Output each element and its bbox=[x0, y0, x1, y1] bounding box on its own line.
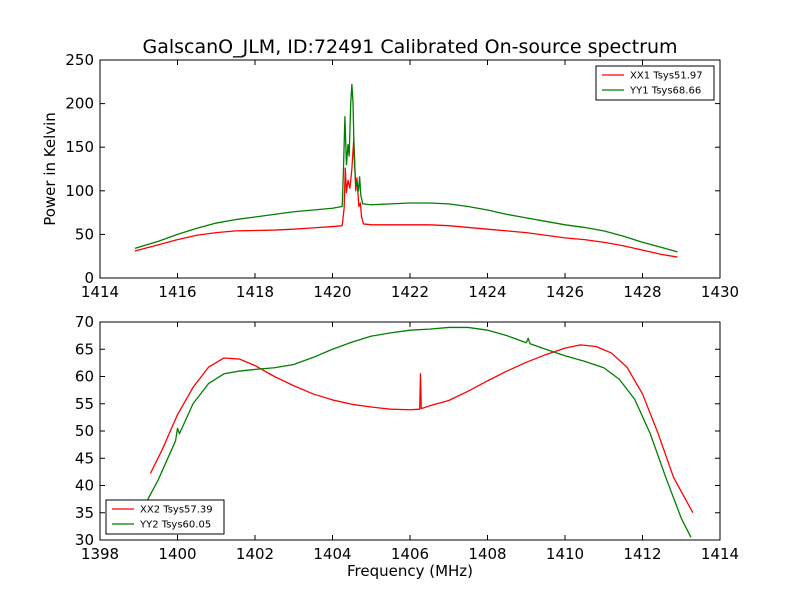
bottom-series-line-2 bbox=[145, 326, 692, 538]
top-y-tick-label: 200 bbox=[65, 95, 94, 113]
bottom-y-tick-label: 45 bbox=[75, 449, 94, 467]
bottom-x-tick-label: 1398 bbox=[81, 545, 119, 563]
top-series-line-2 bbox=[134, 83, 678, 253]
top-y-tick-label: 50 bbox=[75, 225, 94, 243]
top-y-tick-label: 0 bbox=[84, 269, 94, 287]
bottom-x-tick-label: 1404 bbox=[313, 545, 351, 563]
top-panel: 1414 1416 1418 1420 1422 1424 1426 1428 1430 0 50 1… bbox=[41, 51, 739, 301]
top-legend-label-1: XX1 Tsys51.97 bbox=[630, 71, 703, 82]
bottom-y-tick-label: 50 bbox=[75, 422, 94, 440]
top-y-tick-label: 150 bbox=[65, 138, 94, 156]
bottom-legend-label-1: XX2 Tsys57.39 bbox=[140, 505, 213, 516]
chart-title: GalscanO_JLM, ID:72491 Calibrated On-sou… bbox=[142, 36, 677, 58]
bottom-x-tick-label: 1414 bbox=[701, 545, 739, 563]
top-legend-box bbox=[595, 65, 715, 101]
bottom-y-tick-label: 65 bbox=[75, 340, 94, 358]
top-x-tick-label: 1430 bbox=[701, 283, 739, 301]
top-x-tick-label: 1416 bbox=[158, 283, 196, 301]
bottom-x-tick-label: 1400 bbox=[158, 545, 196, 563]
bottom-y-tick-label: 60 bbox=[75, 368, 94, 386]
top-x-tick-label: 1428 bbox=[623, 283, 661, 301]
bottom-legend-box bbox=[105, 499, 225, 535]
top-y-tick-label: 100 bbox=[65, 182, 94, 200]
top-x-tick-label: 1420 bbox=[313, 283, 351, 301]
bottom-y-tick-label: 40 bbox=[75, 477, 94, 495]
bottom-x-tick-label: 1408 bbox=[468, 545, 506, 563]
bottom-x-tick-label: 1410 bbox=[546, 545, 584, 563]
top-legend: XX1 Tsys51.97 YY1 Tsys68.66 bbox=[595, 65, 715, 101]
bottom-y-tick-label: 70 bbox=[75, 313, 94, 331]
top-x-tick-label: 1414 bbox=[81, 283, 119, 301]
bottom-x-tick-label: 1412 bbox=[623, 545, 661, 563]
top-series-line-1 bbox=[134, 137, 678, 258]
top-x-tick-label: 1418 bbox=[236, 283, 274, 301]
bottom-x-tick-label: 1402 bbox=[236, 545, 274, 563]
bottom-y-tick-label: 55 bbox=[75, 395, 94, 413]
bottom-y-tick-label: 35 bbox=[75, 504, 94, 522]
bottom-series-line-1 bbox=[149, 344, 694, 514]
top-legend-label-2: YY1 Tsys68.66 bbox=[629, 86, 701, 97]
top-y-axis-label: Power in Kelvin bbox=[41, 112, 59, 226]
bottom-panel: 1398 1400 1402 1404 1406 1408 1410 1412 1414 30 35… bbox=[75, 313, 739, 580]
bottom-legend: XX2 Tsys57.39 YY2 Tsys60.05 bbox=[105, 499, 225, 535]
top-x-tick-label: 1422 bbox=[391, 283, 429, 301]
top-x-tick-label: 1424 bbox=[468, 283, 506, 301]
bottom-x-axis-label: Frequency (MHz) bbox=[347, 562, 473, 580]
bottom-y-tick-label: 30 bbox=[75, 531, 94, 549]
top-y-tick-label: 250 bbox=[65, 51, 94, 69]
bottom-legend-label-2: YY2 Tsys60.05 bbox=[139, 520, 211, 531]
bottom-x-tick-label: 1406 bbox=[391, 545, 429, 563]
top-x-tick-label: 1426 bbox=[546, 283, 584, 301]
